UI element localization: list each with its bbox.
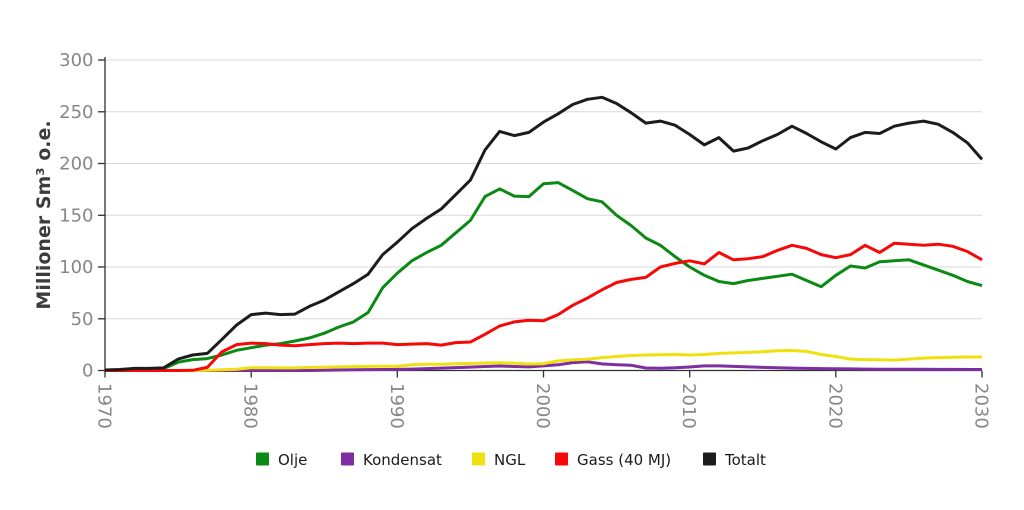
legend-swatch-gass xyxy=(555,452,568,466)
legend-label-totalt: Totalt xyxy=(724,451,766,469)
y-tick-label-0: 0 xyxy=(82,361,93,382)
legend-label-ngl: NGL xyxy=(494,451,526,469)
series-line-olje xyxy=(104,181,983,372)
legend-swatch-kondensat xyxy=(341,452,354,466)
y-tick-label-100: 100 xyxy=(59,257,93,278)
series-line-totalt xyxy=(104,95,984,372)
series-lines xyxy=(104,95,984,372)
x-tick-label-2020: 2020 xyxy=(824,383,845,429)
legend-item-gass: Gass (40 MJ) xyxy=(555,451,671,469)
legend-label-gass: Gass (40 MJ) xyxy=(577,451,671,469)
y-tick-label-300: 300 xyxy=(59,50,93,71)
y-axis-title: Millioner Sm³ o.e. xyxy=(33,120,55,309)
legend-swatch-totalt xyxy=(703,452,716,466)
y-tick-label-250: 250 xyxy=(59,102,93,123)
legend-item-olje: Olje xyxy=(256,451,307,469)
y-tick-label-50: 50 xyxy=(71,309,94,330)
x-tick-label-1980: 1980 xyxy=(240,383,261,429)
y-tick-label-150: 150 xyxy=(59,205,93,226)
y-axis-ticks: 0 50 100 150 200 250 300 xyxy=(59,50,105,382)
legend-item-ngl: NGL xyxy=(472,451,526,469)
legend-label-olje: Olje xyxy=(278,451,307,469)
series-line-kondensat xyxy=(105,360,982,372)
x-tick-label-2030: 2030 xyxy=(971,383,992,429)
legend-item-totalt: Totalt xyxy=(703,451,766,469)
y-tick-label-200: 200 xyxy=(59,154,93,175)
legend-swatch-olje xyxy=(256,452,269,466)
x-axis-ticks: 1970 1980 1990 2000 2010 2020 2030 xyxy=(94,370,992,429)
gridlines xyxy=(105,59,982,320)
x-tick-label-1990: 1990 xyxy=(386,383,407,429)
legend-swatch-ngl xyxy=(472,452,485,466)
legend-item-kondensat: Kondensat xyxy=(341,451,442,469)
series-line-gass-40-mj xyxy=(105,241,983,372)
x-tick-label-2010: 2010 xyxy=(678,383,699,429)
x-tick-label-2000: 2000 xyxy=(532,383,553,429)
legend-label-kondensat: Kondensat xyxy=(363,451,442,469)
x-tick-label-1970: 1970 xyxy=(94,383,115,429)
series-line-ngl xyxy=(105,349,982,372)
chart-legend: Olje Kondensat NGL Gass (40 MJ) Totalt xyxy=(256,451,766,469)
